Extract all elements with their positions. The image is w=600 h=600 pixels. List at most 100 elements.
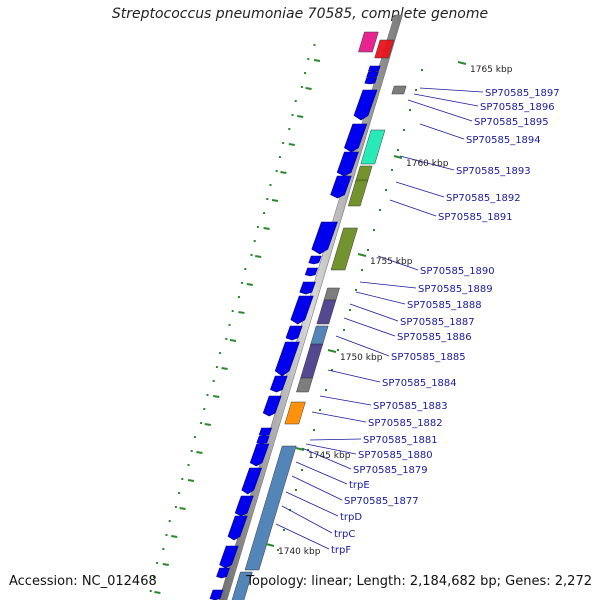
outer-tick-major <box>154 591 161 594</box>
outer-tick-major <box>204 423 211 426</box>
feature-block <box>231 571 253 600</box>
gene-label: trpC <box>334 529 355 540</box>
gene-label: SP70585_1877 <box>344 496 419 507</box>
kbp-label: 1740 kbp <box>278 547 321 557</box>
gene-label: SP70585_1881 <box>363 435 438 446</box>
feature-block <box>309 325 329 347</box>
feature-block <box>358 31 379 53</box>
feature-block <box>296 377 313 393</box>
gene-arrow <box>344 123 368 153</box>
gene-arrow <box>234 495 254 517</box>
outer-tick-major <box>297 115 304 118</box>
gene-label: SP70585_1880 <box>358 450 433 461</box>
leader-line <box>285 491 339 517</box>
gene-arrow <box>299 281 316 295</box>
gene-arrow <box>216 567 231 579</box>
gene-label: SP70585_1882 <box>368 418 443 429</box>
feature-block <box>323 287 340 301</box>
kbp-tick <box>457 61 467 65</box>
kbp-label: 1745 kbp <box>308 451 351 461</box>
outer-tick-major <box>263 227 270 230</box>
leader-line <box>355 291 406 305</box>
gene-arrow <box>290 295 314 325</box>
kbp-label: 1755 kbp <box>370 257 413 267</box>
leader-line <box>309 438 362 441</box>
outer-tick-major <box>246 283 253 286</box>
leader-line <box>295 461 348 485</box>
feature-block <box>300 343 324 379</box>
gene-arrow <box>258 427 273 437</box>
outer-tick-major <box>255 255 262 258</box>
gene-label: SP70585_1892 <box>446 193 521 204</box>
outer-tick-major <box>288 143 295 146</box>
leader-line <box>327 369 381 383</box>
kbp-tick <box>393 155 403 159</box>
outer-tick-major <box>238 311 245 314</box>
gene-arrow <box>256 435 270 445</box>
gene-arrow <box>353 89 378 121</box>
gene-arrow <box>285 325 303 341</box>
gene-label: SP70585_1883 <box>373 401 448 412</box>
gene-label: trpE <box>349 480 370 491</box>
outer-tick-major <box>179 507 186 510</box>
gene-labels: SP70585_1897 SP70585_1896 SP70585_1895 SP70… <box>331 88 560 556</box>
outer-tick-major <box>171 535 178 538</box>
kbp-label: 1760 kbp <box>406 159 449 169</box>
leader-line <box>359 281 417 289</box>
leader-line <box>377 255 419 271</box>
outer-tick-major <box>196 451 203 454</box>
leader-line <box>305 443 357 455</box>
gene-label: SP70585_1890 <box>420 266 495 277</box>
gene-label: SP70585_1896 <box>480 102 555 113</box>
feature-block <box>391 85 407 95</box>
leader-line <box>335 335 390 357</box>
leader-line <box>301 447 352 470</box>
gene-label: SP70585_1897 <box>485 88 560 99</box>
gene-arrow <box>364 77 378 85</box>
leader-line <box>399 155 455 171</box>
gene-arrow <box>367 65 381 73</box>
kbp-label: 1765 kbp <box>470 65 513 75</box>
leader-line <box>343 317 396 337</box>
outer-tick-major <box>313 59 321 62</box>
leader-line <box>311 411 367 423</box>
feature-block <box>355 165 373 183</box>
accession-text: Accession: NC_012468 <box>9 574 157 589</box>
feature-block <box>330 227 358 271</box>
gene-arrow <box>274 341 300 377</box>
gene-arrow <box>311 221 338 255</box>
feature-block <box>374 39 395 59</box>
leader-line <box>291 475 343 501</box>
leader-line <box>407 99 473 122</box>
feature-block <box>244 445 297 571</box>
outer-tick-major <box>221 367 228 370</box>
gene-label: SP70585_1894 <box>466 135 541 146</box>
kbp-tick <box>357 253 367 257</box>
leader-line <box>389 199 437 217</box>
kbp-label: 1750 kbp <box>340 353 383 363</box>
gene-arrow <box>262 395 282 417</box>
gene-arrow <box>304 267 319 277</box>
outer-tick-major <box>229 339 237 342</box>
gene-arrow <box>219 545 239 569</box>
gene-arrow <box>241 467 263 495</box>
gene-label: SP70585_1889 <box>418 284 493 295</box>
gene-arrow <box>209 589 224 600</box>
feature-track <box>209 31 407 600</box>
gene-arrow <box>227 515 248 541</box>
gene-arrow <box>366 71 379 79</box>
gene-label: SP70585_1895 <box>474 117 549 128</box>
gene-arrow <box>330 175 352 199</box>
feature-block <box>284 401 306 425</box>
gene-label: SP70585_1879 <box>353 465 428 476</box>
outer-tick-major <box>271 199 279 202</box>
leader-line <box>275 523 330 550</box>
gene-label: SP70585_1891 <box>438 212 513 223</box>
leader-line <box>281 505 333 534</box>
outer-tick-major <box>305 87 312 90</box>
leader-line <box>395 181 445 198</box>
kbp-tick <box>265 543 275 547</box>
gene-label: SP70585_1887 <box>400 317 475 328</box>
gene-label: SP70585_1893 <box>456 166 531 177</box>
